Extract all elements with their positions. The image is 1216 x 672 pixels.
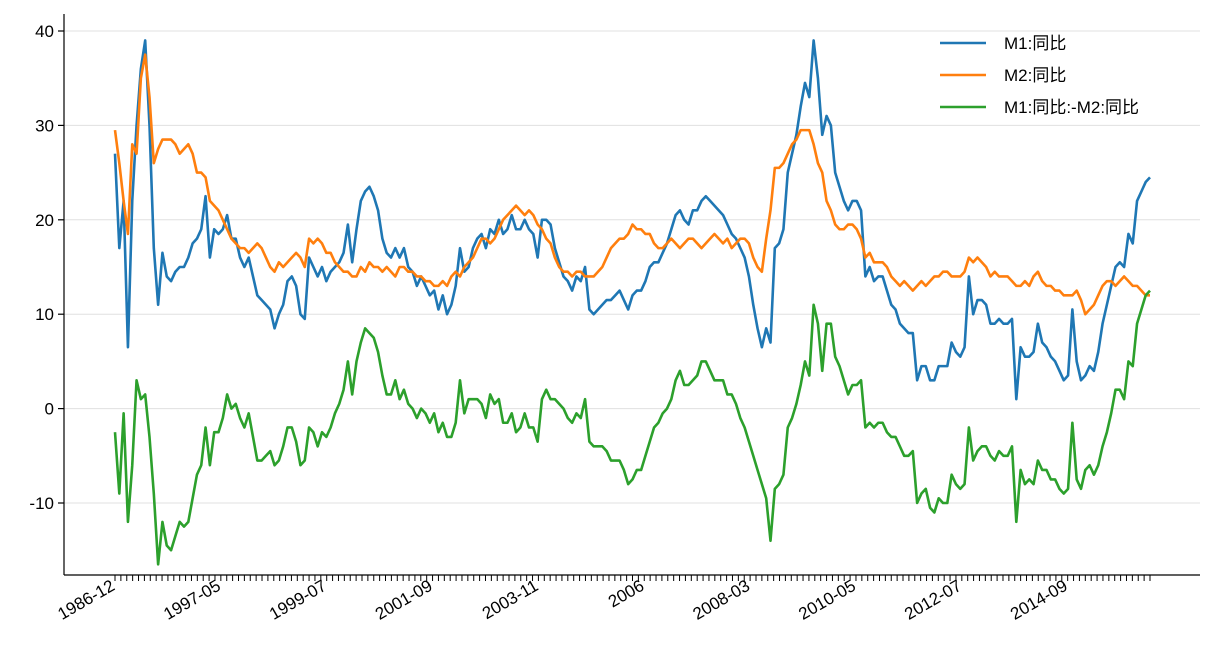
y-tick-label: 20	[35, 211, 54, 230]
grid-lines	[64, 30, 1200, 504]
x-ticks: 1986-12 1997-05 1999-07 2001-09 2003-11 2006 2…	[54, 576, 1070, 624]
y-ticks: -10 0 10 20 30 40	[29, 22, 64, 513]
x-tick-label: 2006	[605, 576, 647, 611]
x-tick-label: 2012-07	[901, 576, 965, 624]
x-tick-label: 2001-09	[372, 576, 436, 624]
x-tick-label: 2008-03	[690, 576, 754, 624]
axes	[63, 14, 1200, 576]
y-tick-label: 0	[45, 400, 54, 419]
legend-label: M2:同比	[1004, 66, 1066, 85]
series-line-2	[113, 53, 1150, 316]
legend-label: M1:同比	[1004, 34, 1066, 53]
x-tick-label: 2014-09	[1007, 576, 1071, 624]
x-tick-label: 1997-05	[160, 576, 224, 624]
series-line-3	[113, 289, 1151, 566]
x-minor-ticks	[114, 575, 1151, 581]
series-layer	[113, 39, 1151, 566]
y-tick-label: 10	[35, 305, 54, 324]
y-tick-label: 40	[35, 22, 54, 41]
x-tick-label: 2003-11	[479, 576, 541, 623]
y-tick-label: -10	[29, 494, 54, 513]
x-tick-label: 1986-12	[54, 576, 118, 624]
y-tick-label: 30	[35, 116, 54, 135]
x-tick-label: 2010-05	[795, 576, 859, 624]
legend-label: M1:同比:-M2:同比	[1004, 98, 1139, 117]
x-tick-label: 1999-07	[266, 576, 330, 624]
legend: M1:同比 M2:同比 M1:同比:-M2:同比	[940, 34, 1139, 117]
series-line-1	[113, 39, 1151, 401]
